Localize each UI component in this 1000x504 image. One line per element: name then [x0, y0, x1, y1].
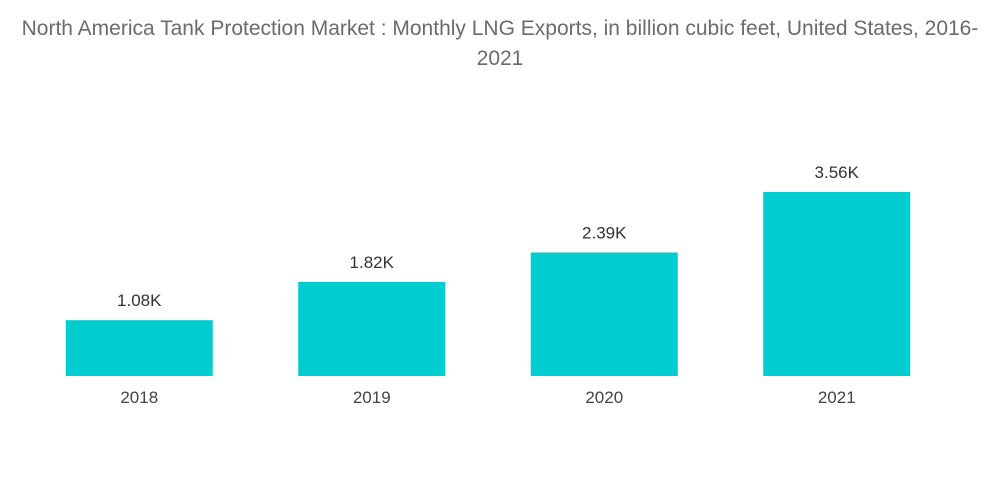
x-tick-label-2020: 2020: [585, 388, 623, 407]
x-tick-label-2021: 2021: [818, 388, 856, 407]
bar-2021: [763, 192, 911, 376]
x-tick-label-2019: 2019: [353, 388, 391, 407]
value-label-2019: 1.82K: [350, 253, 395, 272]
x-tick-label-2018: 2018: [120, 388, 158, 407]
value-label-2021: 3.56K: [815, 163, 860, 182]
value-label-2020: 2.39K: [582, 223, 627, 242]
value-labels-group: 1.08K 1.82K 2.39K 3.56K: [117, 163, 860, 310]
bars-group: [65, 192, 911, 376]
x-tick-labels-group: 2018 2019 2020 2021: [120, 388, 855, 407]
bar-2018: [65, 320, 213, 376]
bar-2020: [530, 252, 678, 376]
value-label-2018: 1.08K: [117, 291, 162, 310]
chart-title: North America Tank Protection Market : M…: [21, 17, 979, 70]
bar-2019: [298, 281, 446, 376]
